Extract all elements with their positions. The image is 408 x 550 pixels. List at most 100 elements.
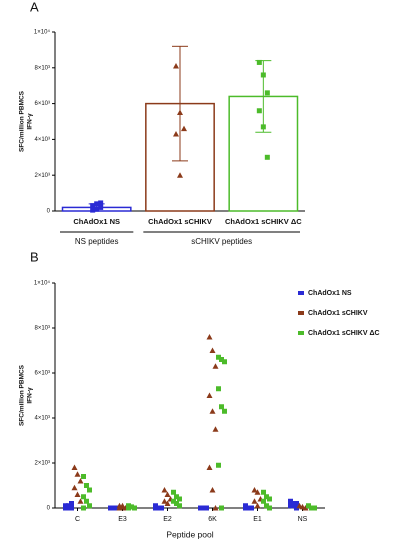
data-point	[129, 504, 134, 510]
data-point	[164, 500, 171, 506]
panel-label: B	[30, 249, 39, 264]
legend-swatch	[298, 311, 304, 315]
data-point	[173, 131, 179, 137]
y-tick-label: 0	[47, 209, 51, 215]
data-point	[267, 496, 272, 502]
data-point	[81, 474, 86, 479]
y-axis-label: IFN-γ	[27, 387, 34, 404]
data-point	[111, 505, 116, 511]
data-point	[71, 464, 78, 470]
data-point	[69, 505, 74, 511]
data-point	[256, 108, 262, 114]
data-point	[306, 503, 311, 509]
x-axis-label: Peptide pool	[166, 529, 213, 539]
data-point	[87, 503, 92, 509]
data-point	[206, 392, 213, 398]
data-point	[246, 505, 251, 511]
data-point	[174, 494, 179, 500]
data-point	[161, 498, 168, 504]
data-point	[98, 204, 104, 210]
data-point	[90, 207, 96, 213]
data-point	[159, 505, 164, 511]
data-point	[251, 487, 258, 493]
data-point	[87, 487, 92, 493]
data-point	[81, 505, 86, 511]
data-point	[116, 505, 123, 511]
x-tick-label: ChAdOx1 sCHIKV	[148, 217, 212, 226]
group-label: NS peptides	[75, 237, 119, 246]
data-point	[212, 363, 219, 369]
data-point	[71, 484, 78, 491]
x-tick-label: 6K	[208, 516, 217, 523]
x-tick-label: E2	[163, 516, 172, 523]
x-tick-label: E1	[253, 516, 262, 523]
x-tick-label: C	[75, 516, 80, 523]
x-tick-label: ChAdOx1 NS	[73, 217, 120, 226]
data-point	[177, 503, 182, 509]
data-point	[171, 489, 176, 495]
data-point	[74, 471, 81, 477]
data-point	[254, 502, 261, 509]
data-point	[256, 59, 262, 65]
data-point	[222, 408, 227, 414]
data-point	[264, 503, 269, 509]
data-point	[212, 426, 219, 432]
data-point	[198, 505, 203, 511]
data-point	[212, 505, 219, 511]
data-point	[209, 487, 216, 493]
data-point	[216, 462, 221, 468]
data-point	[77, 498, 84, 504]
x-tick-label: ChAdOx1 sCHIKV ΔC	[225, 217, 302, 226]
legend-swatch	[298, 331, 304, 335]
data-point	[171, 498, 176, 504]
data-point	[288, 498, 293, 504]
data-point	[294, 501, 299, 506]
data-point	[98, 200, 104, 206]
data-point	[69, 501, 74, 506]
data-point	[260, 72, 266, 78]
data-point	[94, 201, 100, 207]
data-point	[222, 359, 227, 365]
x-tick-label: E3	[118, 516, 127, 523]
data-point	[264, 90, 270, 96]
data-point	[261, 489, 266, 495]
data-point	[291, 503, 296, 509]
data-point	[249, 505, 254, 511]
data-point	[153, 503, 158, 509]
data-point	[302, 505, 309, 511]
data-point	[164, 491, 171, 497]
y-axis-label: IFN-γ	[27, 113, 34, 130]
data-point	[204, 505, 209, 511]
legend-label: ChAdOx1 NS	[308, 290, 352, 297]
data-point	[156, 505, 161, 511]
y-tick-label: 2×10³	[34, 461, 50, 467]
y-tick-label: 6×10³	[34, 101, 50, 107]
data-point	[132, 505, 137, 511]
y-tick-label: 2×10³	[34, 173, 50, 179]
data-point	[94, 206, 100, 212]
x-tick-label: NS	[298, 516, 308, 523]
data-point	[177, 172, 183, 178]
data-point	[209, 408, 216, 414]
data-point	[294, 505, 299, 511]
legend-label: ChAdOx1 sCHIKV	[308, 310, 368, 317]
data-point	[81, 494, 86, 500]
group-label: sCHIKV peptides	[191, 237, 252, 246]
data-point	[267, 505, 272, 511]
data-point	[206, 334, 213, 340]
y-tick-label: 1×10⁴	[34, 29, 51, 36]
y-tick-label: 1×10⁴	[34, 280, 51, 287]
y-tick-label: 8×10³	[34, 326, 50, 332]
data-point	[177, 496, 182, 502]
data-point	[219, 404, 224, 410]
y-tick-label: 4×10³	[34, 137, 50, 143]
data-point	[90, 203, 96, 209]
data-point	[264, 154, 270, 160]
data-point	[209, 347, 216, 353]
data-point	[206, 464, 213, 470]
data-point	[288, 503, 293, 509]
legend-swatch	[298, 291, 304, 295]
data-point	[216, 354, 221, 360]
data-point	[108, 505, 113, 511]
